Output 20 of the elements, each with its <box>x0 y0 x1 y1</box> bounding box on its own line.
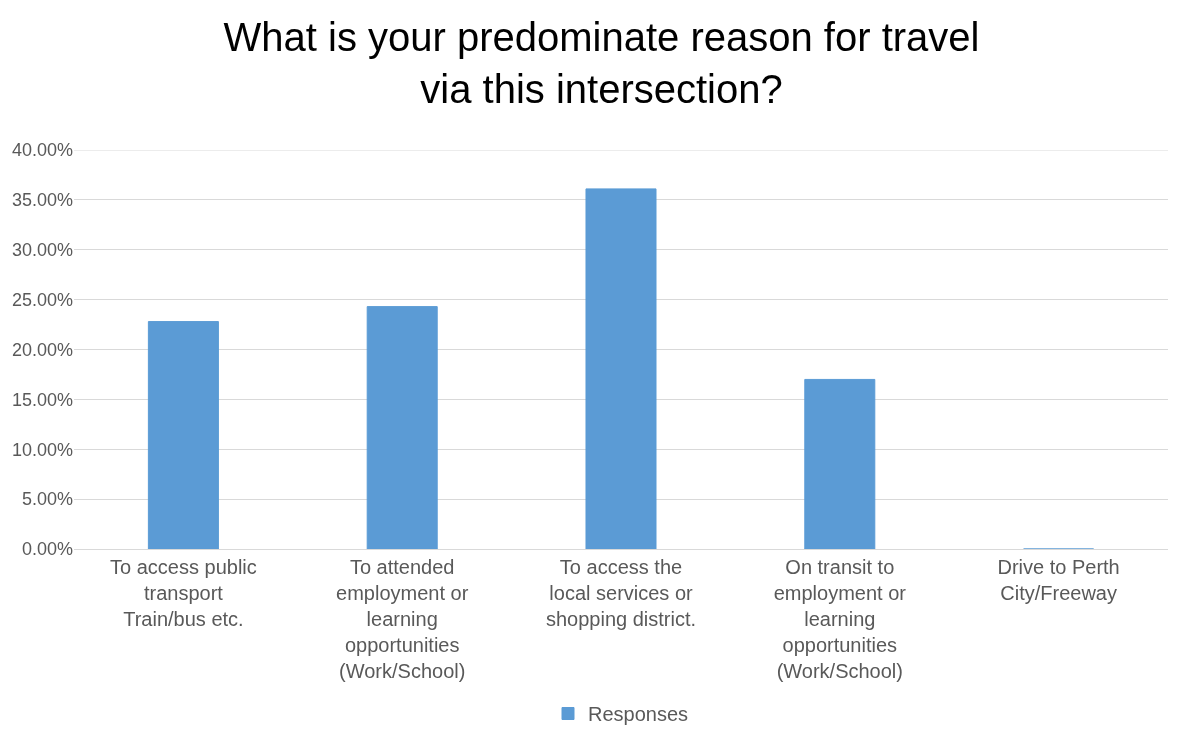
y-tick-label: 25.00% <box>11 289 73 310</box>
bar <box>804 378 876 549</box>
chart-title: What is your predominate reason for travel via this intersection? <box>223 15 980 112</box>
y-tick-label: 35.00% <box>11 190 73 211</box>
y-tick-label: 5.00% <box>21 489 73 510</box>
x-tick-label: To attended employment or learning opportunities (Work/School) <box>336 556 469 682</box>
y-tick-label: 15.00% <box>11 389 73 410</box>
y-tick-label: 40.00% <box>11 140 73 161</box>
bar <box>147 321 219 549</box>
x-tick-label: To access public transport Train/bus etc. <box>110 556 257 630</box>
bar <box>366 306 438 549</box>
bar <box>585 188 657 549</box>
x-tick-label: Drive to Perth City/Freeway <box>997 556 1120 604</box>
y-tick-label: 10.00% <box>11 439 73 460</box>
legend-label: Responses <box>588 703 689 726</box>
y-tick-label: 0.00% <box>21 539 73 560</box>
x-tick-label: On transit to employment or learning opportunities (Work/School) <box>773 556 907 682</box>
y-tick-label: 20.00% <box>11 339 73 360</box>
y-tick-label: 30.00% <box>11 240 73 261</box>
x-tick-label: To access the local services or shopping district. <box>545 556 697 630</box>
